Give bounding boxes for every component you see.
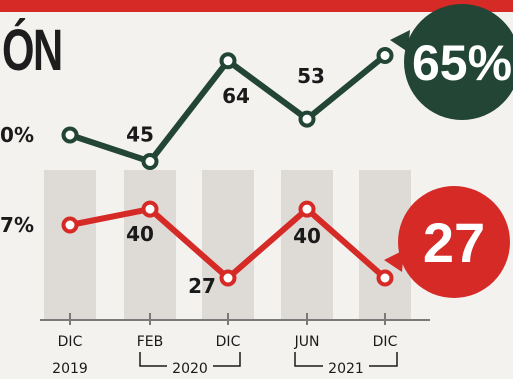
data-label: 64 [222,84,250,108]
year-label: 2021 [328,361,364,377]
data-label: 50% [0,123,34,147]
data-label: 45 [126,123,154,147]
data-label: 40 [126,222,154,246]
column-shading [44,170,411,320]
x-tick-label: JUN [294,334,320,350]
data-label: 40 [293,224,321,248]
year-bracket [369,352,398,367]
data-label: 37% [0,213,34,237]
end-value-text: 65% [412,35,512,91]
headline-fragment: ÓN [2,18,63,83]
data-point [298,200,316,218]
data-point [61,126,79,144]
data-point [141,200,159,218]
column-shade [281,170,333,320]
column-shade [44,170,96,320]
end-value-badge [398,186,510,298]
year-label: 2019 [52,361,88,377]
data-label: 53 [297,64,325,88]
year-bracket [294,352,323,367]
data-point [61,216,79,234]
x-tick-label: DIC [58,334,83,350]
badge-pointer [390,30,410,52]
x-tick-label: FEB [137,334,164,350]
series-line [69,53,387,165]
x-tick-label: DIC [373,334,398,350]
data-point [141,153,159,170]
year-label: 2020 [172,361,208,377]
badge-pointer [384,250,404,272]
data-point [219,52,237,70]
year-bracket [139,352,167,367]
x-tick-label: DIC [216,334,241,350]
column-shade [202,170,254,320]
column-shade [124,170,176,320]
data-point [219,269,237,287]
year-bracket [213,352,241,367]
data-point [376,269,394,287]
data-label: 27 [188,274,216,298]
data-point [298,110,316,128]
end-value-badge [404,4,513,120]
data-point [376,47,394,64]
top-red-bar [0,0,513,12]
end-value-text: 27 [423,211,485,274]
